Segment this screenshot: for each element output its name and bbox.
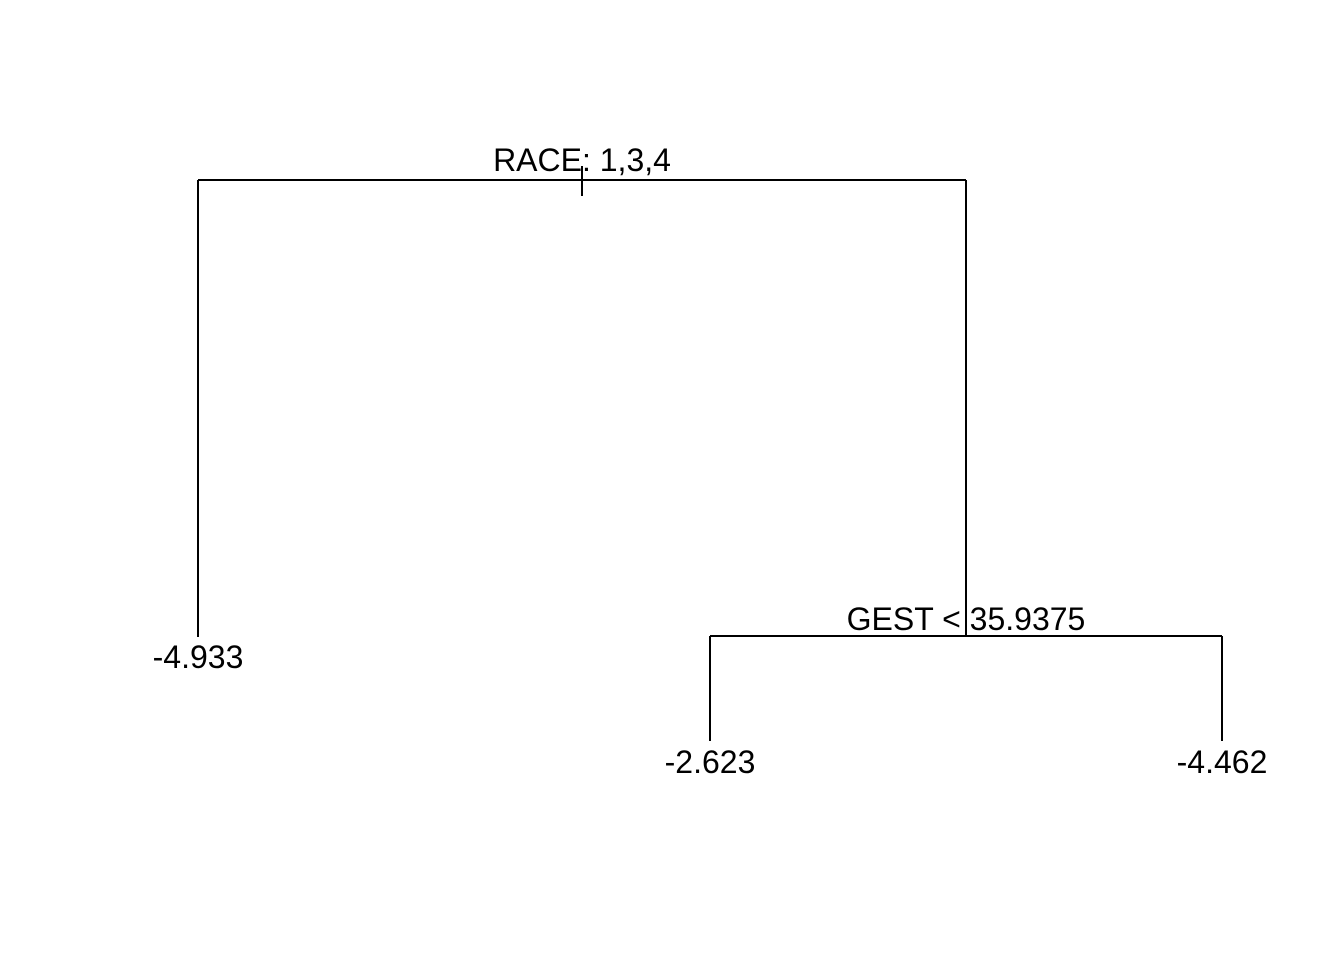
leaf-label-mid: -2.623	[665, 744, 756, 780]
leaf-label-left: -4.933	[153, 639, 244, 675]
root-split-label: RACE: 1,3,4	[493, 142, 671, 178]
gest-split-label: GEST < 35.9375	[847, 601, 1086, 637]
leaf-label-right: -4.462	[1177, 744, 1268, 780]
